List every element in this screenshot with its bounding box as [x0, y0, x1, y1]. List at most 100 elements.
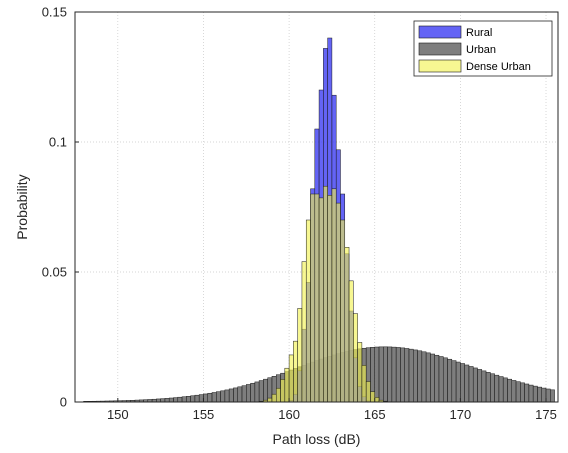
histogram-bar — [207, 392, 213, 403]
histogram-bar — [400, 347, 405, 403]
histogram-bar — [348, 280, 354, 403]
histogram-bar — [173, 397, 179, 403]
histogram-bar — [310, 193, 316, 403]
histogram-bar — [318, 197, 324, 403]
histogram-bar — [490, 373, 495, 403]
histogram-bar — [250, 382, 256, 403]
histogram-bar — [417, 350, 423, 403]
histogram-bar — [395, 347, 401, 403]
histogram-bar — [374, 397, 380, 403]
histogram-bar — [344, 247, 350, 403]
legend-label: Rural — [466, 27, 492, 39]
histogram-bar — [327, 195, 333, 403]
legend-swatch — [418, 25, 462, 39]
histogram-bar — [241, 385, 247, 403]
histogram-bar — [353, 313, 358, 403]
x-tick-label: 175 — [535, 407, 557, 422]
histogram-bar — [387, 346, 393, 403]
histogram-bar — [361, 365, 367, 403]
histogram-bar — [276, 387, 281, 403]
plot-frame — [74, 11, 559, 403]
histogram-bar — [404, 348, 410, 403]
histogram-bar — [378, 346, 384, 403]
histogram-bar — [224, 389, 230, 403]
legend-swatch — [418, 59, 462, 73]
histogram-bar — [434, 354, 440, 403]
histogram-bar — [374, 346, 380, 403]
y-tick-label: 0.1 — [49, 135, 67, 150]
histogram-bar — [520, 382, 525, 403]
y-tick-label: 0.15 — [42, 5, 67, 20]
histogram-bar — [335, 202, 341, 403]
histogram-bar — [297, 308, 303, 403]
histogram-bar — [408, 348, 414, 403]
histogram-bar — [413, 349, 418, 403]
histogram-bar — [532, 385, 538, 403]
y-tick-label: 0 — [60, 395, 67, 410]
histogram-bar — [340, 219, 346, 403]
y-tick-label: 0.05 — [42, 265, 67, 280]
histogram-bar — [421, 351, 427, 403]
histogram-bar — [203, 393, 208, 403]
histogram-bar — [468, 366, 474, 403]
histogram-bar — [365, 381, 371, 403]
histogram-bar — [293, 340, 298, 403]
histogram-bar — [263, 378, 268, 403]
histogram-bar — [481, 370, 487, 403]
histogram-bar — [438, 356, 444, 403]
histogram-bar — [537, 386, 542, 403]
histogram-bar — [284, 367, 290, 403]
y-axis-ticks: 0 0.05 0.1 0.15 — [42, 5, 79, 410]
histogram-bar — [271, 393, 277, 403]
histogram-bar — [485, 372, 491, 403]
histogram-bar — [280, 379, 286, 403]
x-axis-ticks: 150 155 160 165 170 175 — [107, 398, 557, 422]
histogram-bar — [425, 352, 431, 403]
histogram-bar — [160, 398, 166, 403]
histogram-bar — [323, 185, 328, 403]
histogram-bar — [357, 342, 363, 403]
histogram-bar — [472, 367, 478, 403]
histogram-bar — [314, 193, 320, 403]
histogram-bar — [391, 346, 397, 403]
histogram-bar — [460, 363, 465, 403]
histogram-bar — [237, 386, 243, 403]
legend: Rural Urban Dense Urban — [413, 20, 553, 77]
histogram-bar — [181, 396, 187, 403]
histogram-bar — [216, 391, 221, 403]
histogram-bar — [524, 383, 530, 403]
histogram-bar — [383, 346, 388, 403]
histogram-bar — [507, 378, 513, 403]
histogram-bar — [451, 360, 457, 403]
x-tick-label: 155 — [193, 407, 215, 422]
x-tick-label: 160 — [278, 407, 300, 422]
histogram-bar — [442, 357, 448, 403]
legend-label: Dense Urban — [466, 61, 531, 73]
histogram-bar — [305, 219, 311, 403]
histogram-bar — [190, 395, 196, 403]
histogram-bar — [186, 396, 191, 403]
histogram-bar — [370, 391, 375, 403]
histogram-bar — [550, 389, 555, 403]
x-tick-label: 170 — [450, 407, 472, 422]
histogram-bar — [168, 397, 174, 403]
histogram-bar — [233, 387, 238, 403]
histogram-bar — [464, 364, 470, 403]
histogram-bar — [254, 381, 260, 403]
histogram-bar — [477, 369, 483, 403]
histogram-bar — [455, 361, 461, 403]
x-axis-label: Path loss (dB) — [273, 431, 361, 447]
histogram-bar — [430, 353, 435, 403]
histogram-bar — [502, 377, 508, 403]
histogram-bar — [246, 384, 251, 403]
y-axis-label: Probability — [14, 174, 30, 239]
histogram-bar — [301, 261, 307, 403]
histogram-bar — [211, 392, 217, 403]
legend-swatch — [418, 42, 462, 56]
histogram-bar — [331, 188, 337, 403]
histogram-bar — [288, 354, 294, 403]
x-tick-label: 150 — [107, 407, 129, 422]
x-tick-label: 165 — [364, 407, 386, 422]
histogram-bar — [498, 376, 504, 403]
